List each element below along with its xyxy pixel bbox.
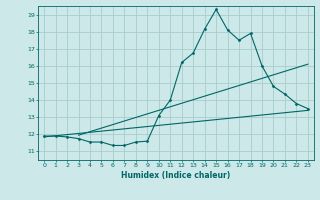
X-axis label: Humidex (Indice chaleur): Humidex (Indice chaleur)	[121, 171, 231, 180]
